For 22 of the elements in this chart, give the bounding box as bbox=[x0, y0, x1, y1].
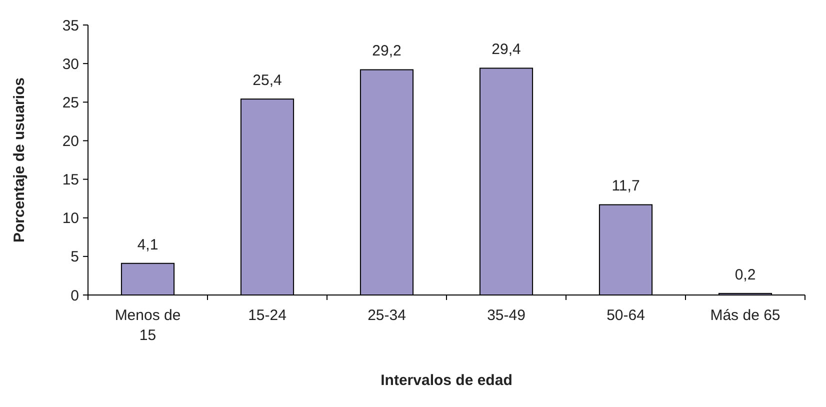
y-tick-label: 10 bbox=[62, 210, 79, 228]
x-tick-label: 50-64 bbox=[606, 307, 645, 324]
data-label: 4,1 bbox=[137, 236, 158, 254]
y-tick-label: 5 bbox=[70, 248, 79, 266]
data-label: 0,2 bbox=[734, 266, 756, 284]
data-label: 29,4 bbox=[492, 41, 521, 58]
y-axis-title: Porcentaje de usuarios bbox=[11, 77, 28, 243]
y-tick-label: 20 bbox=[62, 132, 79, 150]
data-label: 11,7 bbox=[612, 178, 640, 195]
y-tick-label: 0 bbox=[70, 287, 79, 304]
y-tick-label: 30 bbox=[62, 56, 79, 73]
x-axis-title: Intervalos de edad bbox=[380, 372, 512, 389]
x-tick-label: 15-24 bbox=[248, 307, 286, 324]
x-tick-label: 25-34 bbox=[368, 307, 406, 324]
y-tick-label: 35 bbox=[62, 17, 79, 34]
x-tick-label: Menos de 15 bbox=[114, 307, 181, 344]
x-tick-label: Más de 65 bbox=[710, 307, 780, 324]
y-tick-label: 15 bbox=[62, 172, 79, 189]
x-tick-label: 35-49 bbox=[487, 307, 526, 324]
data-label: 25,4 bbox=[252, 72, 282, 90]
y-tick-label: 25 bbox=[62, 94, 79, 112]
data-label: 29,2 bbox=[372, 42, 402, 60]
